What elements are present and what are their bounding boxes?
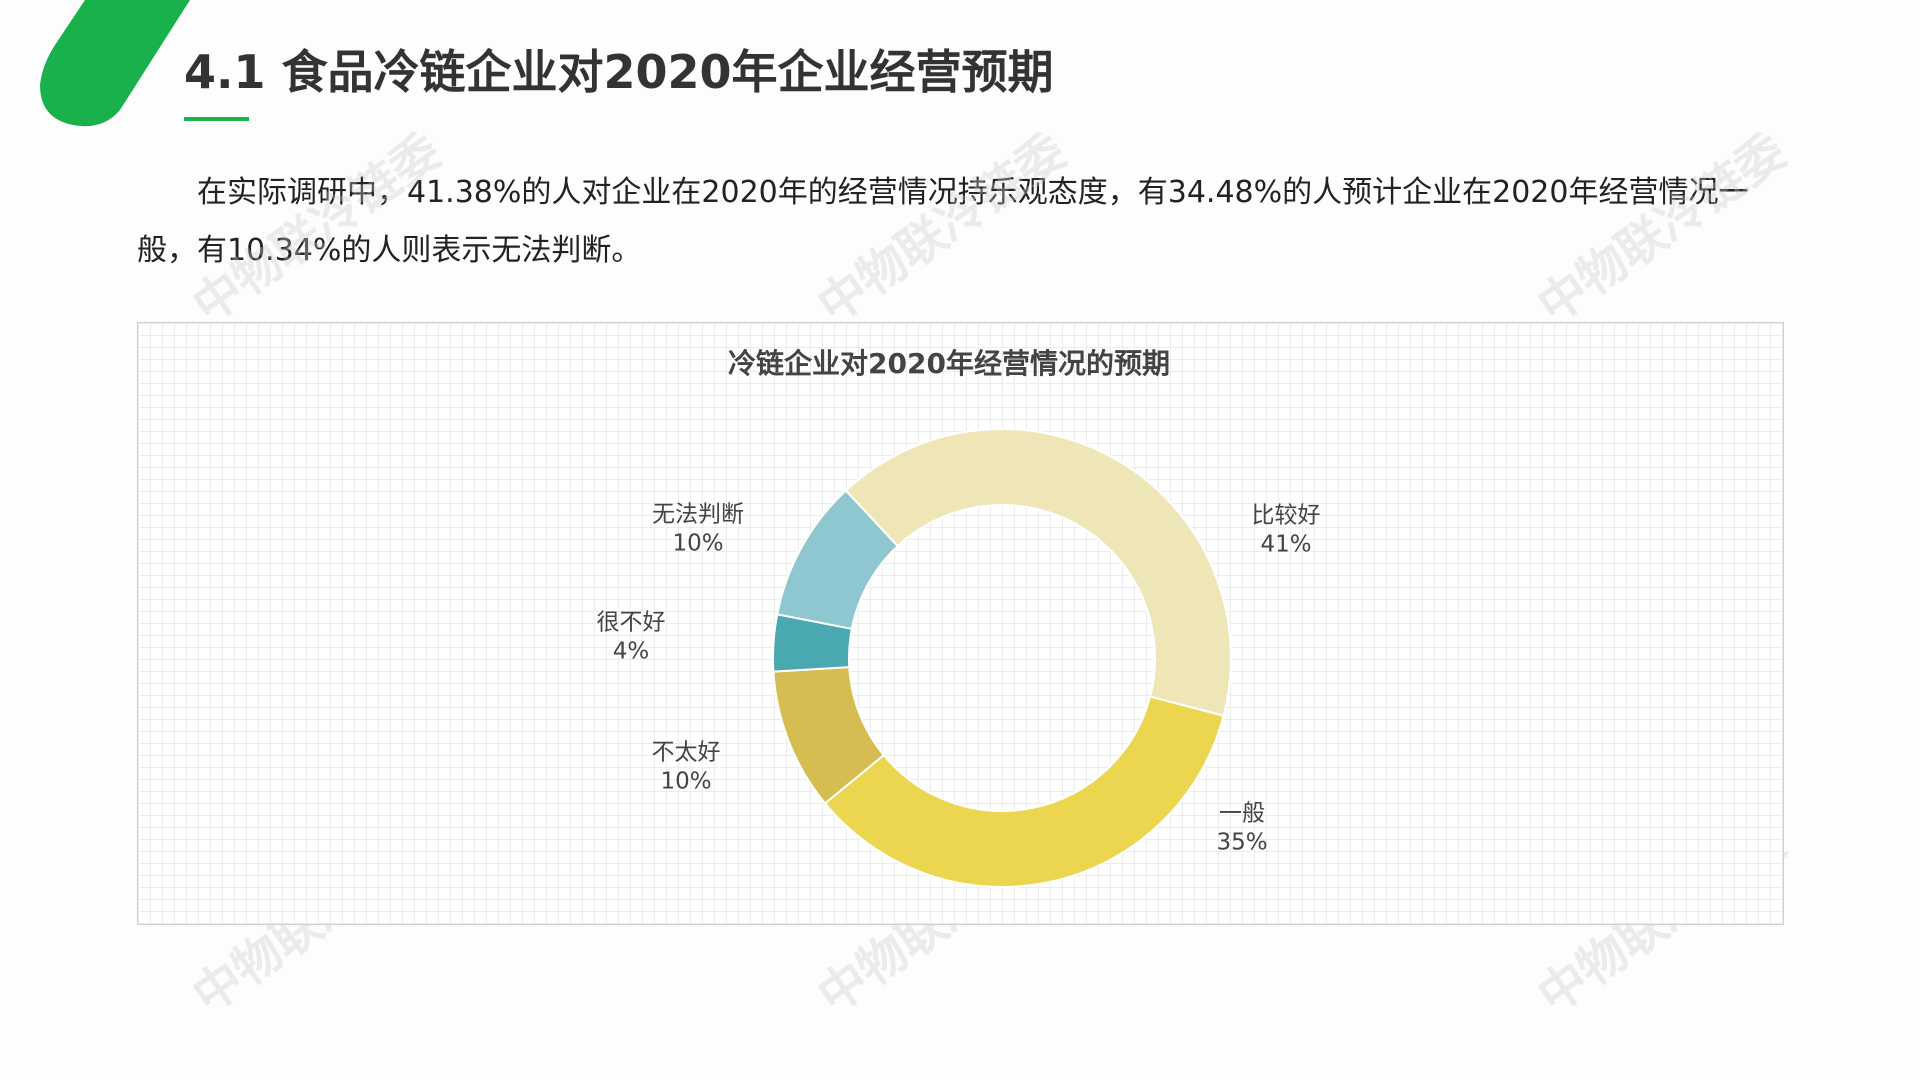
slice-label: 不太好: [652, 740, 721, 766]
slice-label: 很不好: [597, 610, 666, 636]
chart-title: 冷链企业对2020年经营情况的预期: [728, 347, 1170, 380]
value-label: 41%: [1260, 532, 1311, 558]
slice-label: 一般: [1219, 801, 1265, 827]
donut-slice: [823, 695, 1225, 889]
slice-label: 无法判断: [652, 502, 744, 528]
page-title: 4.1 食品冷链企业对2020年企业经营预期: [184, 45, 1054, 99]
donut-slice: [776, 489, 900, 630]
slice-label: 比较好: [1252, 503, 1321, 529]
value-label: 10%: [660, 769, 711, 795]
corner-decoration: [40, 0, 249, 127]
donut-slice: [844, 428, 1232, 717]
value-label: 10%: [672, 531, 723, 557]
paragraph: 在实际调研中，41.38%的人对企业在2020年的经营情况持乐观态度，有34.4…: [137, 175, 1749, 268]
value-label: 35%: [1216, 830, 1267, 856]
value-label: 4%: [613, 639, 650, 665]
